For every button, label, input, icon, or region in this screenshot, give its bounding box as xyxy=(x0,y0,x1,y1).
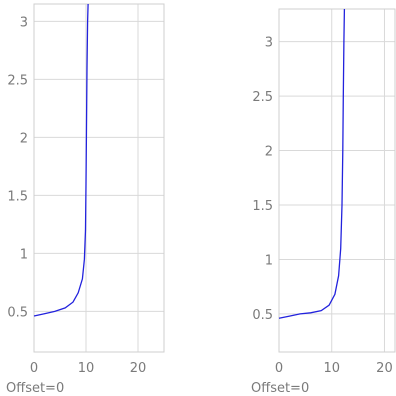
x-tick-label: 10 xyxy=(323,361,340,376)
chart-panel-right: 0.5 1 1.5 2 2.5 3 0 10 20 Offset=0 xyxy=(251,8,396,396)
x-tick-label: 10 xyxy=(78,361,95,376)
series-line xyxy=(278,8,346,319)
chart-panel-left: 0.5 1 1.5 2 2.5 3 0 10 20 Offset=0 xyxy=(6,3,165,396)
y-tick-label: 0.5 xyxy=(252,308,273,323)
x-tick-label: 0 xyxy=(275,361,283,376)
plot-area-frame xyxy=(33,3,165,353)
panel-caption: Offset=0 xyxy=(251,381,309,396)
x-tick-label: 0 xyxy=(30,361,38,376)
y-tick-label: 0.5 xyxy=(7,305,28,320)
y-tick-label: 3 xyxy=(20,15,28,30)
y-tick-label: 2 xyxy=(265,145,273,160)
y-tick-label: 1.5 xyxy=(7,189,28,204)
y-tick-label: 2.5 xyxy=(7,73,28,88)
y-tick-label: 3 xyxy=(265,36,273,51)
y-tick-label: 1 xyxy=(20,247,28,262)
plot-area-frame xyxy=(278,8,396,353)
series-line xyxy=(33,3,89,317)
y-tick-label: 2.5 xyxy=(252,90,273,105)
panel-caption: Offset=0 xyxy=(6,381,64,396)
x-tick-label: 20 xyxy=(376,361,393,376)
y-tick-label: 2 xyxy=(20,131,28,146)
x-tick-label: 20 xyxy=(130,361,147,376)
y-tick-label: 1 xyxy=(265,253,273,268)
y-tick-label: 1.5 xyxy=(252,199,273,214)
